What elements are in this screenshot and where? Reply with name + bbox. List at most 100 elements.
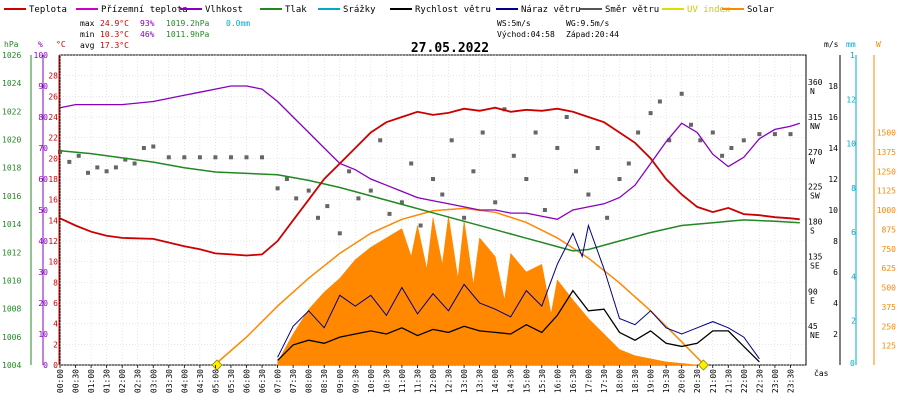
wind-direction-point	[399, 200, 404, 205]
axis-hpa-tick: 1012	[2, 248, 21, 257]
wind-direction-point	[182, 155, 187, 160]
wind-direction-point	[229, 155, 233, 160]
axis-mm-tick: 1	[850, 51, 855, 60]
wind-direction-point	[524, 177, 529, 181]
wind-direction-point	[347, 169, 352, 174]
x-tick-label: 13:30	[476, 369, 485, 393]
wind-speed-line	[277, 289, 760, 363]
wind-direction-point	[564, 115, 569, 119]
x-tick-label: 02:00	[118, 369, 127, 393]
axis-wm2-tick: 500	[882, 284, 897, 293]
axis-ms-tick: 6	[833, 268, 838, 277]
axis-temp-tick: 22	[48, 134, 58, 143]
solar-measured-area	[277, 216, 698, 366]
wind-direction-point	[533, 130, 538, 135]
wind-direction-point	[284, 177, 289, 181]
stat-rain: 0.0mm	[226, 19, 250, 28]
axis-temp-tick: 24	[48, 113, 58, 122]
axis-dir-compass: S	[810, 227, 815, 236]
uv-marker-1	[697, 359, 709, 371]
x-tick-label: 22:30	[755, 369, 764, 393]
axis-dir-compass: NW	[810, 122, 820, 131]
axis-temp-tick: 28	[48, 72, 58, 81]
axis-dir-compass: NE	[810, 331, 820, 340]
wind-direction-point	[294, 196, 299, 201]
wind-direction-point	[166, 155, 171, 160]
wind-direction-point	[244, 155, 249, 160]
wind-direction-point	[104, 169, 109, 174]
stat-sunset: Západ:20:44	[566, 30, 619, 39]
x-tick-label: 07:30	[289, 369, 298, 393]
stat-wg: WG:9.5m/s	[566, 19, 610, 28]
axis-hpa-tick: 1018	[2, 164, 21, 173]
axis-pct-tick: 0	[43, 361, 48, 370]
legend-label-8: UV index	[687, 5, 731, 15]
solar-curve-line	[214, 207, 705, 366]
uv-marker-0	[211, 359, 223, 371]
axis-wm2-tick: 875	[882, 225, 897, 234]
axis-dir-tick: 90	[808, 287, 818, 296]
axis-uv-tick: 6	[851, 228, 856, 237]
wind-direction-point	[378, 138, 383, 143]
stat-avg-temp: 17.3°C	[100, 41, 129, 50]
wind-direction-point	[337, 231, 342, 236]
axis-hpa-tick: 1024	[2, 79, 21, 88]
axis-wm2-tick: 125	[882, 342, 897, 351]
wind-direction-point	[555, 146, 560, 150]
x-tick-label: 19:30	[662, 369, 671, 393]
axis-hpa-tick: 1020	[2, 136, 21, 145]
x-tick-label: 03:30	[165, 369, 174, 393]
wind-direction-point	[757, 132, 762, 137]
wind-direction-point	[67, 159, 72, 164]
wind-direction-series	[58, 91, 793, 236]
wind-direction-point	[729, 146, 734, 150]
axis-wm2-tick: 750	[882, 245, 897, 254]
x-tick-label: 08:00	[305, 369, 314, 393]
axis-uv-tick: 8	[851, 184, 856, 193]
wind-direction-point	[586, 192, 591, 197]
legend-label-9: Solar	[747, 5, 775, 15]
x-tick-label: 19:00	[647, 369, 656, 393]
wind-direction-point	[772, 132, 777, 137]
x-tick-label: 21:00	[709, 369, 718, 393]
axis-ms-tick: 10	[828, 206, 838, 215]
stat-avg-label: avg	[80, 41, 95, 50]
axis-temp-tick: 18	[48, 175, 58, 184]
stat-max-press: 1019.2hPa	[166, 19, 210, 28]
axis-mm-label: mm	[846, 40, 856, 49]
humidity-line	[59, 85, 801, 220]
axis-dir-compass: N	[810, 87, 815, 96]
x-tick-label: 23:30	[787, 369, 796, 393]
wind-direction-point	[698, 138, 703, 143]
wind-direction-point	[440, 192, 445, 197]
x-tick-label: 17:30	[600, 369, 609, 393]
left-axes: hPa% °C1026102410221020101810161014101210…	[2, 40, 66, 370]
axis-ms-label: m/s	[824, 40, 839, 49]
x-tick-label: 23:00	[771, 369, 780, 393]
wind-direction-point	[431, 177, 435, 181]
axis-temp-tick: 10	[48, 258, 58, 267]
line-series	[59, 85, 801, 363]
wind-direction-point	[636, 130, 641, 135]
stat-sunrise: Východ:04:58	[497, 30, 555, 39]
axis-wm2-tick: 1250	[877, 167, 896, 176]
wind-direction-point	[741, 138, 746, 143]
x-tick-label: 10:00	[367, 369, 376, 393]
axis-ms-tick: 2	[833, 330, 838, 339]
axis-ms-tick: 4	[833, 299, 838, 308]
axis-uv-tick: 4	[851, 272, 856, 281]
wind-direction-point	[657, 99, 662, 104]
x-tick-label: 00:30	[72, 369, 81, 393]
axis-dir-tick: 45	[808, 322, 818, 331]
axis-temp-tick: 2	[53, 340, 58, 349]
axis-temp-tick: 14	[48, 216, 58, 225]
wind-direction-point	[617, 177, 622, 181]
wind-direction-point	[151, 144, 156, 149]
wind-direction-point	[306, 188, 311, 193]
wind-direction-point	[409, 161, 414, 166]
axis-hpa-tick: 1008	[2, 305, 21, 314]
axis-hpa-tick: 1022	[2, 107, 21, 116]
axis-temp-tick: 12	[48, 237, 58, 246]
legend-label-6: Náraz větru	[521, 5, 581, 15]
wind-direction-point	[542, 208, 547, 212]
